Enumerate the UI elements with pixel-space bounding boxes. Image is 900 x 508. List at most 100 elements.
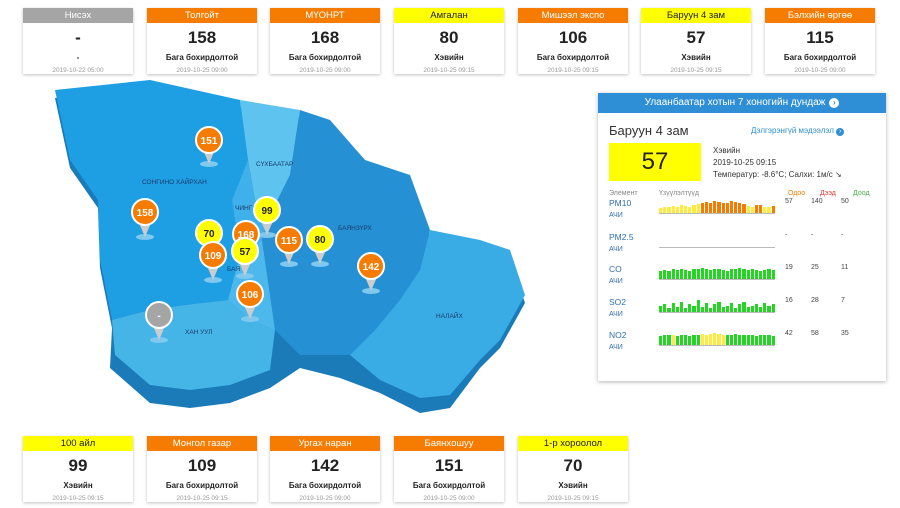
map-pin-80[interactable]: 80 bbox=[306, 225, 334, 267]
sparkline-bar bbox=[750, 269, 754, 279]
sparkline-bar bbox=[767, 269, 771, 279]
sparkline-bar bbox=[704, 302, 709, 312]
map-pin-115[interactable]: 115 bbox=[275, 226, 303, 267]
svg-text:158: 158 bbox=[137, 208, 154, 219]
pollutant-unit: АЧИ bbox=[609, 311, 623, 318]
station-card-time: 2019-10-25 09:15 bbox=[52, 495, 104, 502]
sparkline-bar bbox=[696, 300, 700, 312]
sparkline-bar bbox=[721, 269, 725, 279]
sparkline-bar bbox=[709, 308, 713, 312]
station-card-nisekh[interactable]: Нисэх - - 2019-10-22 05:00 bbox=[23, 8, 133, 74]
station-card-belkhiin-urguu[interactable]: Бэлхийн өргөө 115 Бага бохирдолтой 2019-… bbox=[765, 8, 875, 74]
sparkline-bar bbox=[700, 306, 704, 312]
sparkline-bar bbox=[679, 334, 684, 345]
station-card-muonrt[interactable]: МҮОНРТ 168 Бага бохирдолтой 2019-10-25 0… bbox=[270, 8, 380, 74]
pollutant-max: 58 bbox=[811, 330, 819, 337]
station-card-misheel-expo[interactable]: Мишээл экспо 106 Бага бохирдолтой 2019-1… bbox=[518, 8, 628, 74]
sparkline-bar bbox=[725, 305, 729, 312]
sparkline-bar bbox=[721, 334, 725, 345]
sparkline-bar bbox=[709, 269, 713, 279]
sparkline-bar bbox=[750, 335, 754, 345]
sparkline-bar bbox=[721, 202, 725, 213]
map-pin-142[interactable]: 142 bbox=[357, 252, 385, 294]
map-pin-99[interactable]: 99 bbox=[253, 196, 281, 238]
station-card-bayankhoshuu[interactable]: Баянхошуу 151 Бага бохирдолтой 2019-10-2… bbox=[394, 436, 504, 502]
map-district-nalaikh[interactable] bbox=[350, 230, 525, 398]
sparkline-bar bbox=[717, 201, 721, 213]
sparkline-bar bbox=[667, 270, 671, 279]
sparkline-bar bbox=[717, 301, 721, 312]
sparkline-bar bbox=[746, 334, 750, 345]
map-pin-109[interactable]: 109 bbox=[199, 241, 227, 283]
sparkline-bar bbox=[717, 269, 721, 279]
station-card-time: 2019-10-25 09:00 bbox=[299, 67, 351, 74]
station-card-time: 2019-10-25 09:00 bbox=[176, 67, 228, 74]
pollutant-min: 11 bbox=[841, 264, 849, 271]
pollutant-now: 19 bbox=[785, 264, 793, 271]
panel-status: Хэвийн bbox=[713, 146, 741, 155]
pollutant-sparkline bbox=[659, 200, 775, 214]
pollutant-name: SO2 bbox=[609, 297, 627, 307]
sparkline-bar bbox=[696, 268, 700, 279]
map-pin-106[interactable]: 106 bbox=[236, 280, 264, 322]
column-max: Дээд bbox=[820, 190, 836, 197]
sparkline-bar bbox=[675, 306, 679, 312]
station-card-baruun-4-zam[interactable]: Баруун 4 зам 57 Хэвийн 2019-10-25 09:15 bbox=[641, 8, 751, 74]
station-card-amgalan[interactable]: Амгалан 80 Хэвийн 2019-10-25 09:15 bbox=[394, 8, 504, 74]
sparkline-bar bbox=[771, 269, 775, 279]
station-card-aqi: 106 bbox=[558, 28, 588, 47]
sparkline-bar bbox=[684, 269, 688, 279]
sparkline-bar bbox=[700, 333, 704, 345]
map-pin-nisekh[interactable]: - bbox=[145, 301, 173, 343]
sparkline-bar bbox=[734, 201, 738, 213]
station-card-aqi: 168 bbox=[310, 28, 340, 47]
svg-text:99: 99 bbox=[261, 206, 273, 217]
sparkline-bar bbox=[734, 333, 738, 345]
map-district-sukhbaatar[interactable] bbox=[240, 100, 300, 215]
map-pin-158[interactable]: 158 bbox=[131, 198, 159, 240]
map-pin-57[interactable]: 57 bbox=[231, 237, 259, 279]
pollutant-max: 28 bbox=[811, 297, 819, 304]
sparkline-bar bbox=[734, 308, 738, 312]
panel-datetime: 2019-10-25 09:15 bbox=[713, 158, 777, 167]
sparkline-bar bbox=[750, 305, 754, 312]
station-card-urgakh-naran[interactable]: Ургах наран 142 Бага бохирдолтой 2019-10… bbox=[270, 436, 380, 502]
sparkline-bar bbox=[771, 304, 775, 312]
pollutant-now: 16 bbox=[785, 297, 793, 304]
sparkline-bar bbox=[713, 268, 717, 279]
map-district-bayanzurkh[interactable] bbox=[262, 110, 430, 355]
more-details-link[interactable]: Дэлгэрэнгүй мэдээлэл › bbox=[751, 126, 845, 136]
station-card-time: 2019-10-25 09:15 bbox=[670, 67, 722, 74]
sparkline-bar bbox=[667, 207, 671, 213]
station-card-tolgoit[interactable]: Толгойт 158 Бага бохирдолтой 2019-10-25 … bbox=[147, 8, 257, 74]
sparkline-bar bbox=[759, 204, 763, 213]
sparkline-bar bbox=[671, 269, 675, 279]
map-pin-151[interactable]: 151 bbox=[195, 126, 223, 167]
sparkline-bar bbox=[713, 333, 717, 345]
sparkline-bar bbox=[659, 335, 663, 345]
map-label-bayangol: БАЯ bbox=[227, 266, 240, 273]
sparkline-bar bbox=[684, 308, 688, 312]
station-card-100-ail[interactable]: 100 айл 99 Хэвийн 2019-10-25 09:15 bbox=[23, 436, 133, 502]
sparkline-bar bbox=[692, 205, 696, 213]
station-card-status: Бага бохирдолтой bbox=[783, 53, 857, 62]
panel-header[interactable]: Улаанбаатар хотын 7 хоногийн дундаж › bbox=[598, 93, 886, 113]
sparkline-bar bbox=[659, 271, 663, 279]
station-card-status: Хэвийн bbox=[558, 481, 588, 490]
station-card-aqi: 80 bbox=[439, 28, 459, 47]
sparkline-bar bbox=[663, 269, 667, 279]
pollutant-unit: АЧИ bbox=[609, 344, 623, 351]
station-card-1r-khoroolol[interactable]: 1-р хороолол 70 Хэвийн 2019-10-25 09:15 bbox=[518, 436, 628, 502]
station-card-mongol-gazar[interactable]: Монгол газар 109 Бага бохирдолтой 2019-1… bbox=[147, 436, 257, 502]
svg-text:57: 57 bbox=[239, 247, 251, 258]
station-card-status: - bbox=[76, 53, 80, 62]
station-card-status: Хэвийн bbox=[681, 53, 711, 62]
pollutant-row-pm10: PM10 АЧИ 57 140 50 bbox=[609, 198, 879, 228]
station-card-time: 2019-10-22 05:00 bbox=[52, 67, 104, 74]
svg-text:80: 80 bbox=[314, 235, 326, 246]
station-card-header: Баянхошуу bbox=[394, 436, 504, 451]
sparkline-bar bbox=[725, 335, 729, 345]
sparkline-bar bbox=[679, 301, 684, 312]
sparkline-bar bbox=[692, 334, 696, 345]
pollutant-row-no2: NO2 АЧИ 42 58 35 bbox=[609, 330, 879, 360]
